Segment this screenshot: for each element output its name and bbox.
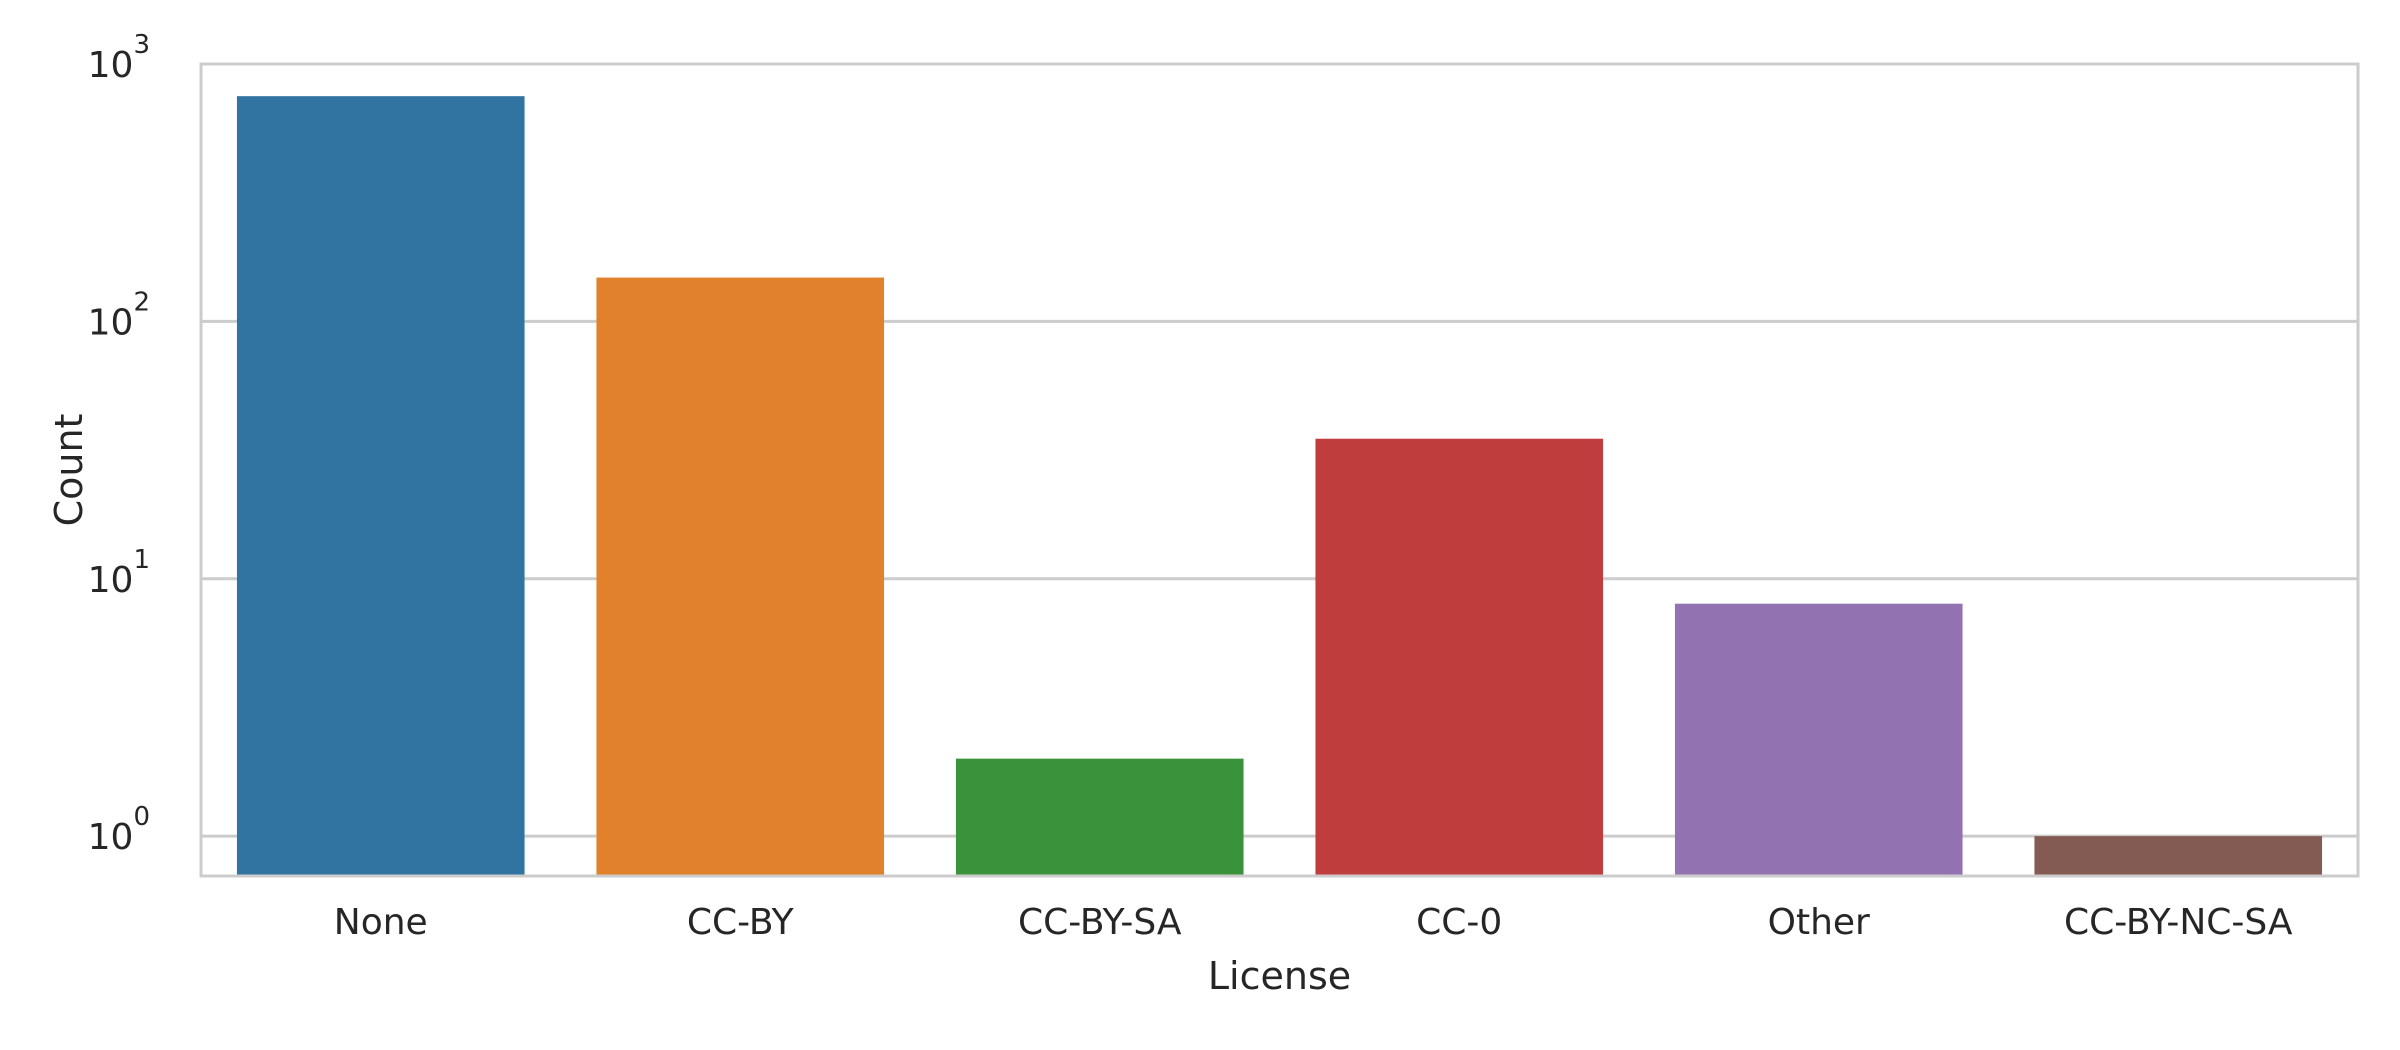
x-tick-label: None — [334, 902, 428, 943]
bar-cc-by-nc-sa — [2034, 836, 2323, 876]
y-tick-exponent: 1 — [133, 545, 150, 575]
y-tick-exponent: 3 — [133, 30, 150, 60]
bar-cc-0 — [1315, 438, 1604, 876]
x-axis-label: License — [1208, 954, 1351, 998]
y-tick-base: 10 — [88, 560, 134, 601]
x-tick-label: Other — [1768, 902, 1870, 943]
bar-cc-by — [596, 277, 885, 876]
y-tick-label: 100 — [88, 802, 150, 858]
y-tick-label: 102 — [88, 287, 150, 343]
bars — [236, 96, 2323, 877]
x-tick-label: CC-BY-SA — [1018, 902, 1182, 943]
y-tick-base: 10 — [88, 45, 134, 86]
x-tick-label: CC-BY-NC-SA — [2064, 902, 2293, 943]
y-tick-base: 10 — [88, 302, 134, 343]
y-axis-label: Count — [47, 414, 91, 527]
bar-cc-by-sa — [955, 758, 1244, 876]
y-tick-label: 101 — [88, 545, 150, 601]
x-tick-label: CC-BY — [687, 902, 795, 943]
y-tick-base: 10 — [88, 817, 134, 858]
y-tick-exponent: 2 — [133, 287, 150, 317]
x-tick-labels: None CC-BY CC-BY-SA CC-0 Other CC-BY-NC-SA — [334, 902, 2293, 943]
bar-none — [236, 96, 525, 877]
plot-frame — [199, 62, 2360, 878]
bar-other — [1674, 603, 1963, 876]
y-tick-exponent: 0 — [133, 802, 150, 832]
x-tick-label: CC-0 — [1416, 902, 1502, 943]
y-tick-label: 103 — [88, 30, 150, 86]
